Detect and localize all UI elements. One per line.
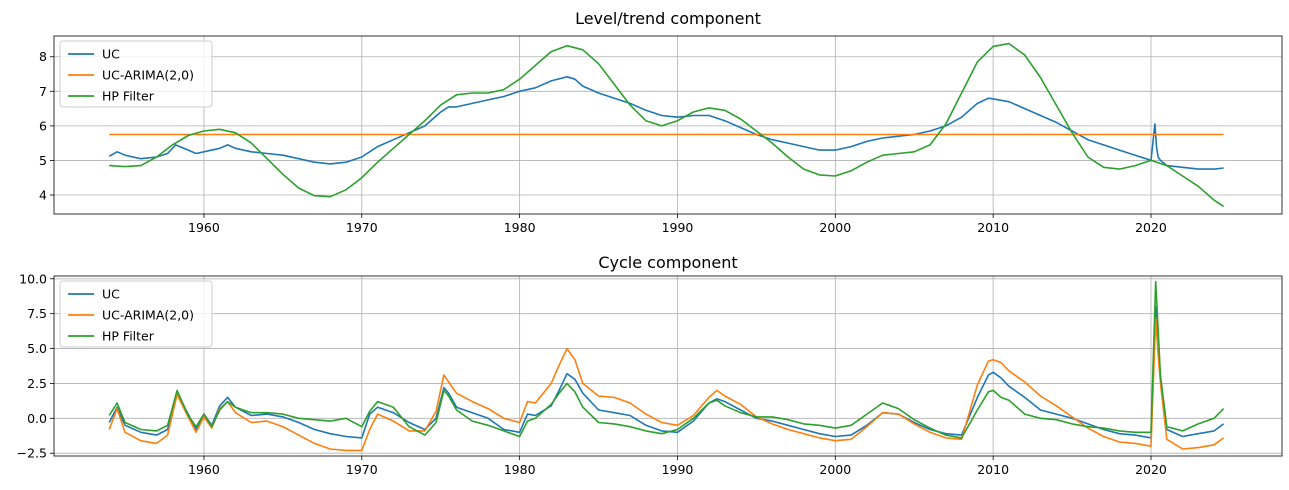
level-trend-legend-label-0: UC xyxy=(102,47,120,62)
cycle-series-uc-line xyxy=(108,305,1225,439)
level-trend-series-uc-line xyxy=(108,76,1224,170)
cycle-title: Cycle component xyxy=(598,253,737,272)
level-trend-xtick-label-2020: 2020 xyxy=(1135,220,1167,235)
level-trend-ytick-label-2: 6 xyxy=(39,118,47,133)
cycle-legend-label-2: HP Filter xyxy=(102,329,155,344)
level-trend-xtick-label-2010: 2010 xyxy=(977,220,1009,235)
level-trend-title: Level/trend component xyxy=(575,9,761,28)
level-trend-grid xyxy=(54,36,1282,214)
cycle-ytick-label-0: −2.5 xyxy=(17,446,47,461)
level-trend-xtick-label-1960: 1960 xyxy=(188,220,220,235)
cycle-xtick-label-1970: 1970 xyxy=(346,462,378,477)
cycle-axes-frame xyxy=(53,275,1283,457)
level-trend-xtick-label-2000: 2000 xyxy=(819,220,851,235)
cycle-ytick-label-2: 2.5 xyxy=(27,376,47,391)
cycle-ytick-label-5: 10.0 xyxy=(19,271,47,286)
cycle-series-hp-filter-line xyxy=(108,280,1225,439)
cycle-xtick-label-2020: 2020 xyxy=(1135,462,1167,477)
level-trend-panel: Level/trend component 1960 1970 1980 1990 20… xyxy=(39,9,1283,235)
cycle-legend: UC UC-ARIMA(2,0) HP Filter xyxy=(59,280,213,348)
cycle-legend-label-1: UC-ARIMA(2,0) xyxy=(102,308,194,323)
cycle-xtick-label-1980: 1980 xyxy=(504,462,536,477)
cycle-xtick-label-1960: 1960 xyxy=(188,462,220,477)
level-trend-ytick-label-3: 7 xyxy=(39,84,47,99)
cycle-panel: Cycle component 1960 1970 1980 1990 2000 2010… xyxy=(17,253,1283,477)
cycle-xtick-label-1990: 1990 xyxy=(662,462,694,477)
level-trend-xtick-label-1990: 1990 xyxy=(662,220,694,235)
level-trend-legend: UC UC-ARIMA(2,0) HP Filter xyxy=(59,40,213,108)
cycle-xtick-label-2010: 2010 xyxy=(977,462,1009,477)
cycle-series xyxy=(108,280,1225,452)
cycle-grid xyxy=(54,276,1282,456)
cycle-legend-box xyxy=(59,280,213,348)
level-trend-series-hp-filter-line xyxy=(109,42,1225,208)
level-trend-xtick-label-1970: 1970 xyxy=(346,220,378,235)
level-trend-ytick-label-0: 4 xyxy=(39,187,47,202)
cycle-series-uc-arima-line xyxy=(108,317,1225,452)
level-trend-xtick-label-1980: 1980 xyxy=(504,220,536,235)
level-trend-legend-label-1: UC-ARIMA(2,0) xyxy=(102,68,194,83)
level-trend-legend-box xyxy=(59,40,213,108)
level-trend-legend-label-2: HP Filter xyxy=(102,89,155,104)
level-trend-ticks: 1960 1970 1980 1990 2000 2010 2020 4 5 6 7 8 xyxy=(39,49,1167,235)
cycle-ytick-label-4: 7.5 xyxy=(27,306,47,321)
cycle-ticks: 1960 1970 1980 1990 2000 2010 2020 −2.5 0.0 2.5 5.… xyxy=(17,271,1167,477)
level-trend-series xyxy=(108,42,1225,208)
level-trend-ytick-label-4: 8 xyxy=(39,49,47,64)
cycle-ytick-label-3: 5.0 xyxy=(27,341,47,356)
level-trend-axes-frame xyxy=(53,35,1283,215)
cycle-legend-label-0: UC xyxy=(102,287,120,302)
cycle-ytick-label-1: 0.0 xyxy=(27,411,47,426)
cycle-xtick-label-2000: 2000 xyxy=(819,462,851,477)
level-trend-ytick-label-1: 5 xyxy=(39,153,47,168)
